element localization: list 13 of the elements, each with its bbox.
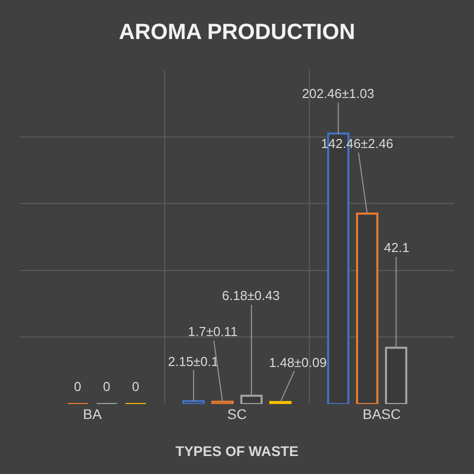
data-label: 1.48±0.09	[269, 355, 327, 370]
x-tick-label: BASC	[362, 406, 401, 422]
x-tick-label: SC	[227, 406, 247, 422]
data-label: 6.18±0.43	[222, 288, 280, 303]
data-label: 0	[132, 379, 140, 394]
data-label: 202.46±1.03	[302, 86, 374, 101]
x-axis-title: TYPES OF WASTE	[176, 443, 298, 459]
data-label: 0	[74, 379, 82, 394]
chart-title: AROMA PRODUCTION	[118, 19, 356, 44]
data-label: 0	[103, 379, 110, 394]
data-label: 1.7±0.11	[188, 324, 238, 339]
x-tick-label: BA	[82, 406, 102, 422]
data-label: 42.1	[384, 240, 410, 255]
